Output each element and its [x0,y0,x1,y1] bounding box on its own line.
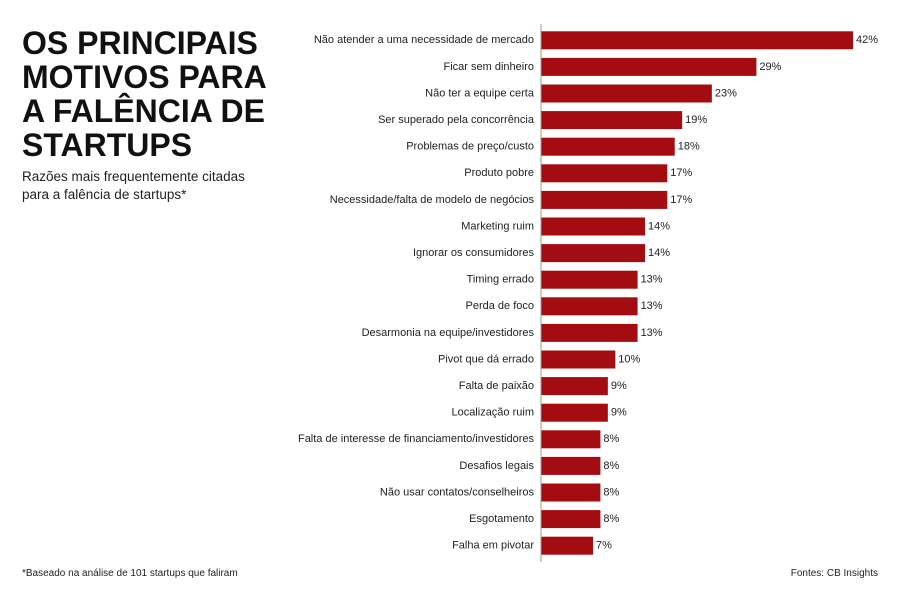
footnote: *Baseado na análise de 101 startups que … [22,568,238,579]
value-label: 14% [648,247,670,259]
category-label: Ser superado pela concorrência [378,114,535,126]
bar [541,244,645,263]
category-label: Localização ruim [451,407,534,419]
bar [541,403,608,422]
value-label: 13% [641,274,663,286]
category-label: Ficar sem dinheiro [444,61,534,73]
bar [541,57,757,76]
bar [541,190,668,209]
source: Fontes: CB Insights [790,568,878,579]
bar [541,270,638,289]
category-label: Desarmonia na equipe/investidores [362,327,535,339]
value-label: 29% [759,61,781,73]
value-label: 14% [648,220,670,232]
bar [541,350,616,369]
category-label: Falta de paixão [459,380,534,392]
value-label: 13% [641,300,663,312]
value-label: 8% [603,486,619,498]
category-label: Falta de interesse de financiamento/inve… [298,433,535,445]
bar [541,137,675,156]
value-label: 7% [596,540,612,552]
value-label: 8% [603,513,619,525]
category-label: Produto pobre [464,167,534,179]
value-label: 8% [603,433,619,445]
category-label: Perda de foco [466,300,535,312]
value-label: 17% [670,167,692,179]
category-label: Problemas de preço/custo [406,141,534,153]
value-label: 8% [603,460,619,472]
category-label: Esgotamento [469,513,534,525]
chart-subtitle: Razões mais frequentemente citadas para … [22,169,245,202]
value-label: 19% [685,114,707,126]
category-label: Timing errado [467,274,534,286]
category-label: Necessidade/falta de modelo de negócios [330,194,535,206]
category-label: Desafios legais [459,460,534,472]
bar [541,377,608,396]
bar [541,536,593,555]
value-label: 23% [715,87,737,99]
category-label: Marketing ruim [461,220,534,232]
bar [541,164,668,183]
bar [541,510,601,529]
bar [541,31,853,50]
category-label: Não atender a uma necessidade de mercado [314,34,534,46]
value-label: 18% [678,141,700,153]
value-label: 9% [611,380,627,392]
category-label: Não usar contatos/conselheiros [380,486,535,498]
value-label: 42% [856,34,878,46]
value-label: 10% [618,353,640,365]
chart-title: OS PRINCIPAIS MOTIVOS PARA A FALÊNCIA DE… [22,25,266,163]
bar [541,297,638,316]
category-label: Não ter a equipe certa [425,87,535,99]
bar [541,84,712,103]
category-label: Pivot que dá errado [438,353,534,365]
category-label: Ignorar os consumidores [413,247,535,259]
bar [541,217,645,236]
value-label: 9% [611,407,627,419]
value-label: 17% [670,194,692,206]
bar [541,456,601,475]
bar [541,323,638,342]
value-label: 13% [641,327,663,339]
bar [541,483,601,502]
bar [541,111,683,130]
category-label: Falha em pivotar [452,540,534,552]
bar [541,430,601,449]
